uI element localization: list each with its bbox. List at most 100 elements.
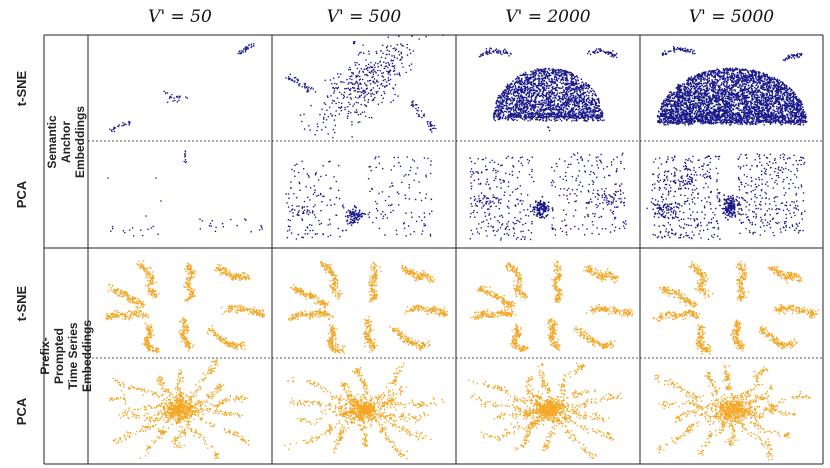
scatter-points: [583, 264, 619, 284]
scatter-points: [532, 195, 554, 219]
scatter-points: [547, 126, 551, 132]
scatter-points: [112, 405, 182, 444]
scatter-points: [107, 283, 146, 309]
scatter-points: [404, 304, 448, 317]
column-header-v500: V' = 500: [326, 7, 402, 27]
scatter-points: [178, 317, 195, 352]
scatter-points: [333, 412, 363, 454]
pca-anchor-v5000: [646, 153, 806, 241]
scatter-points: [110, 225, 159, 237]
scatter-points: [658, 286, 698, 308]
scatter-points: [169, 394, 249, 414]
scatter-points: [658, 399, 726, 414]
tsne-prefix-v50: [105, 260, 266, 354]
scatter-points: [480, 408, 547, 442]
scatter-points: [773, 303, 820, 319]
scatter-points: [675, 405, 731, 423]
scatter-points: [118, 409, 182, 422]
scatter-points: [654, 374, 730, 410]
scatter-points: [718, 194, 744, 221]
scatter-points: [470, 308, 517, 321]
column-header-v2000: V' = 2000: [505, 7, 591, 27]
scatter-points: [141, 322, 160, 354]
scatter-points: [351, 366, 372, 409]
scatter-points: [767, 265, 802, 284]
scatter-points: [107, 177, 162, 217]
scatter-points: [724, 412, 740, 446]
scatter-points: [326, 324, 346, 355]
scatter-points: [468, 379, 547, 411]
scatter-points: [344, 205, 367, 232]
scatter-points: [289, 397, 359, 416]
pca-prefix-v500: [284, 362, 445, 460]
tsne-prefix-v5000: [652, 260, 820, 355]
tsne-anchor-v2000: [478, 47, 618, 132]
scatter-points: [285, 73, 317, 93]
scatter-points: [360, 396, 445, 412]
scatter-points: [319, 260, 343, 300]
scatter-points: [183, 262, 196, 302]
scatter-points: [368, 261, 383, 303]
scatter-points: [183, 150, 187, 164]
scatter-points: [180, 410, 219, 460]
scatter-points: [214, 263, 251, 282]
scatter-points: [237, 43, 255, 55]
scatter-points: [474, 188, 500, 208]
scatter-points: [220, 304, 266, 319]
scatter-points: [547, 392, 622, 413]
scatter-points: [651, 155, 721, 241]
tsne-prefix-v2000: [470, 260, 634, 353]
scatter-points: [185, 406, 250, 446]
scatter-points: [340, 382, 363, 410]
scatter-points: [550, 152, 627, 236]
pca-anchor-v50: [107, 150, 263, 237]
scatter-points: [367, 156, 433, 237]
scatter-points: [492, 67, 604, 119]
scatter-points: [737, 153, 806, 237]
scatter-points: [551, 260, 564, 304]
scatter-points: [555, 408, 610, 424]
tsne-anchor-v50: [109, 43, 255, 133]
scatter-points: [367, 362, 405, 413]
scatter-points: [287, 376, 367, 414]
column-header-v5000: V' = 5000: [688, 7, 775, 27]
scatter-points: [505, 262, 529, 299]
pca-prefix-v5000: [654, 364, 812, 464]
scatter-points: [646, 200, 679, 220]
scatter-points: [657, 411, 728, 454]
scatter-points: [469, 155, 535, 241]
scatter-points: [163, 90, 169, 95]
scatter-points: [109, 390, 179, 415]
scatter-points: [289, 205, 314, 217]
scatter-points: [573, 326, 616, 350]
tsne-anchor-v5000: [656, 45, 808, 126]
scatter-points: [704, 371, 733, 414]
scatter-points: [166, 93, 188, 104]
scatter-points: [285, 160, 345, 240]
scatter-points: [174, 368, 185, 409]
scatter-points: [782, 52, 803, 62]
scatter-points: [547, 318, 561, 351]
pca-anchor-v500: [285, 156, 433, 240]
scatter-points: [410, 100, 437, 133]
scatter-points: [105, 308, 150, 321]
tsne-prefix-v500: [288, 260, 448, 355]
scatter-points: [537, 363, 556, 408]
scatter-points: [758, 326, 798, 350]
scatter-points: [288, 309, 335, 322]
scatter-points: [199, 218, 263, 233]
pca-anchor-v2000: [469, 152, 627, 241]
scatter-points: [352, 40, 356, 45]
pca-prefix-v2000: [468, 362, 622, 459]
scatter-points: [389, 325, 431, 352]
scatter-points: [139, 407, 178, 459]
scatter-points: [112, 377, 183, 410]
scatter-points: [171, 407, 187, 449]
scatter-points: [652, 309, 701, 323]
scatter-points: [661, 45, 696, 57]
scatter-points: [585, 303, 634, 318]
column-header-v50: V' = 50: [148, 7, 212, 27]
scatter-points: [688, 261, 714, 299]
scatter-points: [401, 264, 436, 284]
